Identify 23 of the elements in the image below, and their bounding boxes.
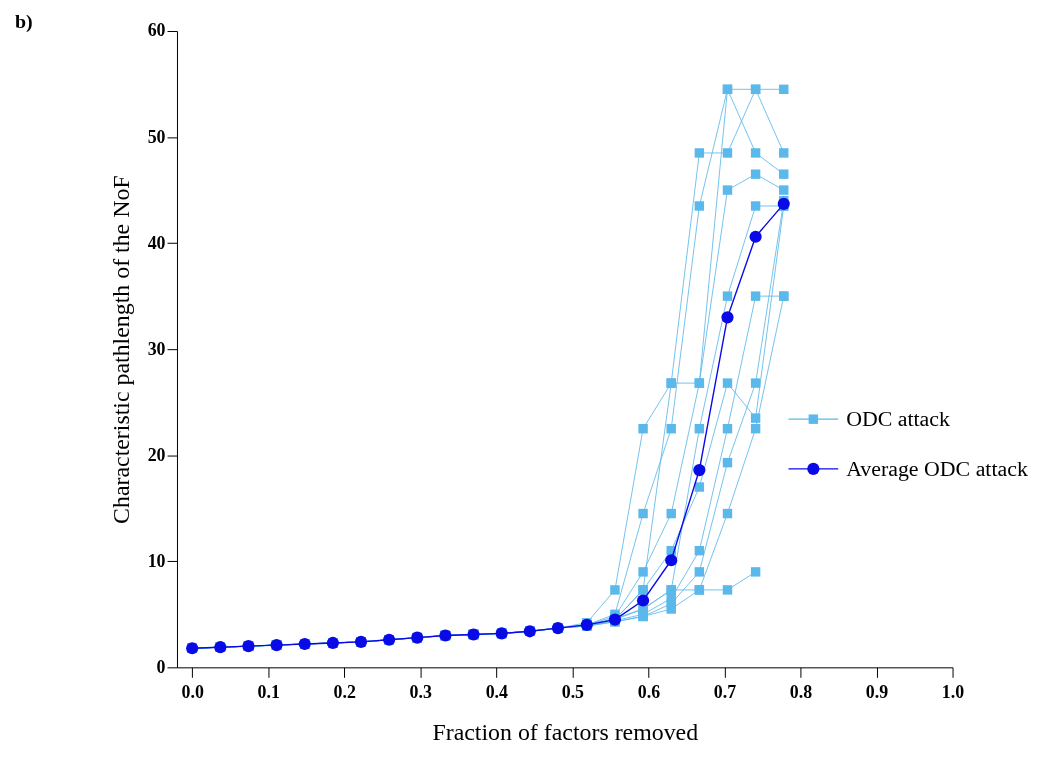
x-tick-label: 0.6 (637, 681, 661, 702)
y-tick-label: 20 (147, 444, 166, 465)
y-tick-label: 40 (147, 232, 166, 253)
y-tick-label: 30 (147, 338, 166, 359)
x-tick-label: 0.5 (561, 681, 585, 702)
x-tick-label: 0.8 (789, 681, 813, 702)
y-tick-label: 60 (147, 20, 166, 41)
x-tick-label: 0.9 (865, 681, 889, 702)
x-tick-label: 0.1 (257, 681, 280, 702)
y-axis-title: Characteristic pathlength of the NoF (107, 175, 134, 524)
x-tick-label: 0.7 (713, 681, 737, 702)
x-tick-label: 0.4 (485, 681, 509, 702)
x-axis-title: Fraction of factors removed (432, 719, 699, 746)
legend-label: ODC attack (846, 407, 951, 432)
x-tick-label: 0.0 (181, 681, 204, 702)
x-tick-label: 0.2 (333, 681, 356, 702)
y-tick-label: 0 (156, 656, 166, 677)
x-tick-label: 1.0 (941, 681, 965, 702)
legend-label: Average ODC attack (846, 456, 1028, 481)
y-tick-label: 10 (147, 550, 166, 571)
chart-title: b) (14, 10, 33, 34)
y-tick-label: 50 (147, 126, 166, 147)
x-tick-label: 0.3 (409, 681, 433, 702)
